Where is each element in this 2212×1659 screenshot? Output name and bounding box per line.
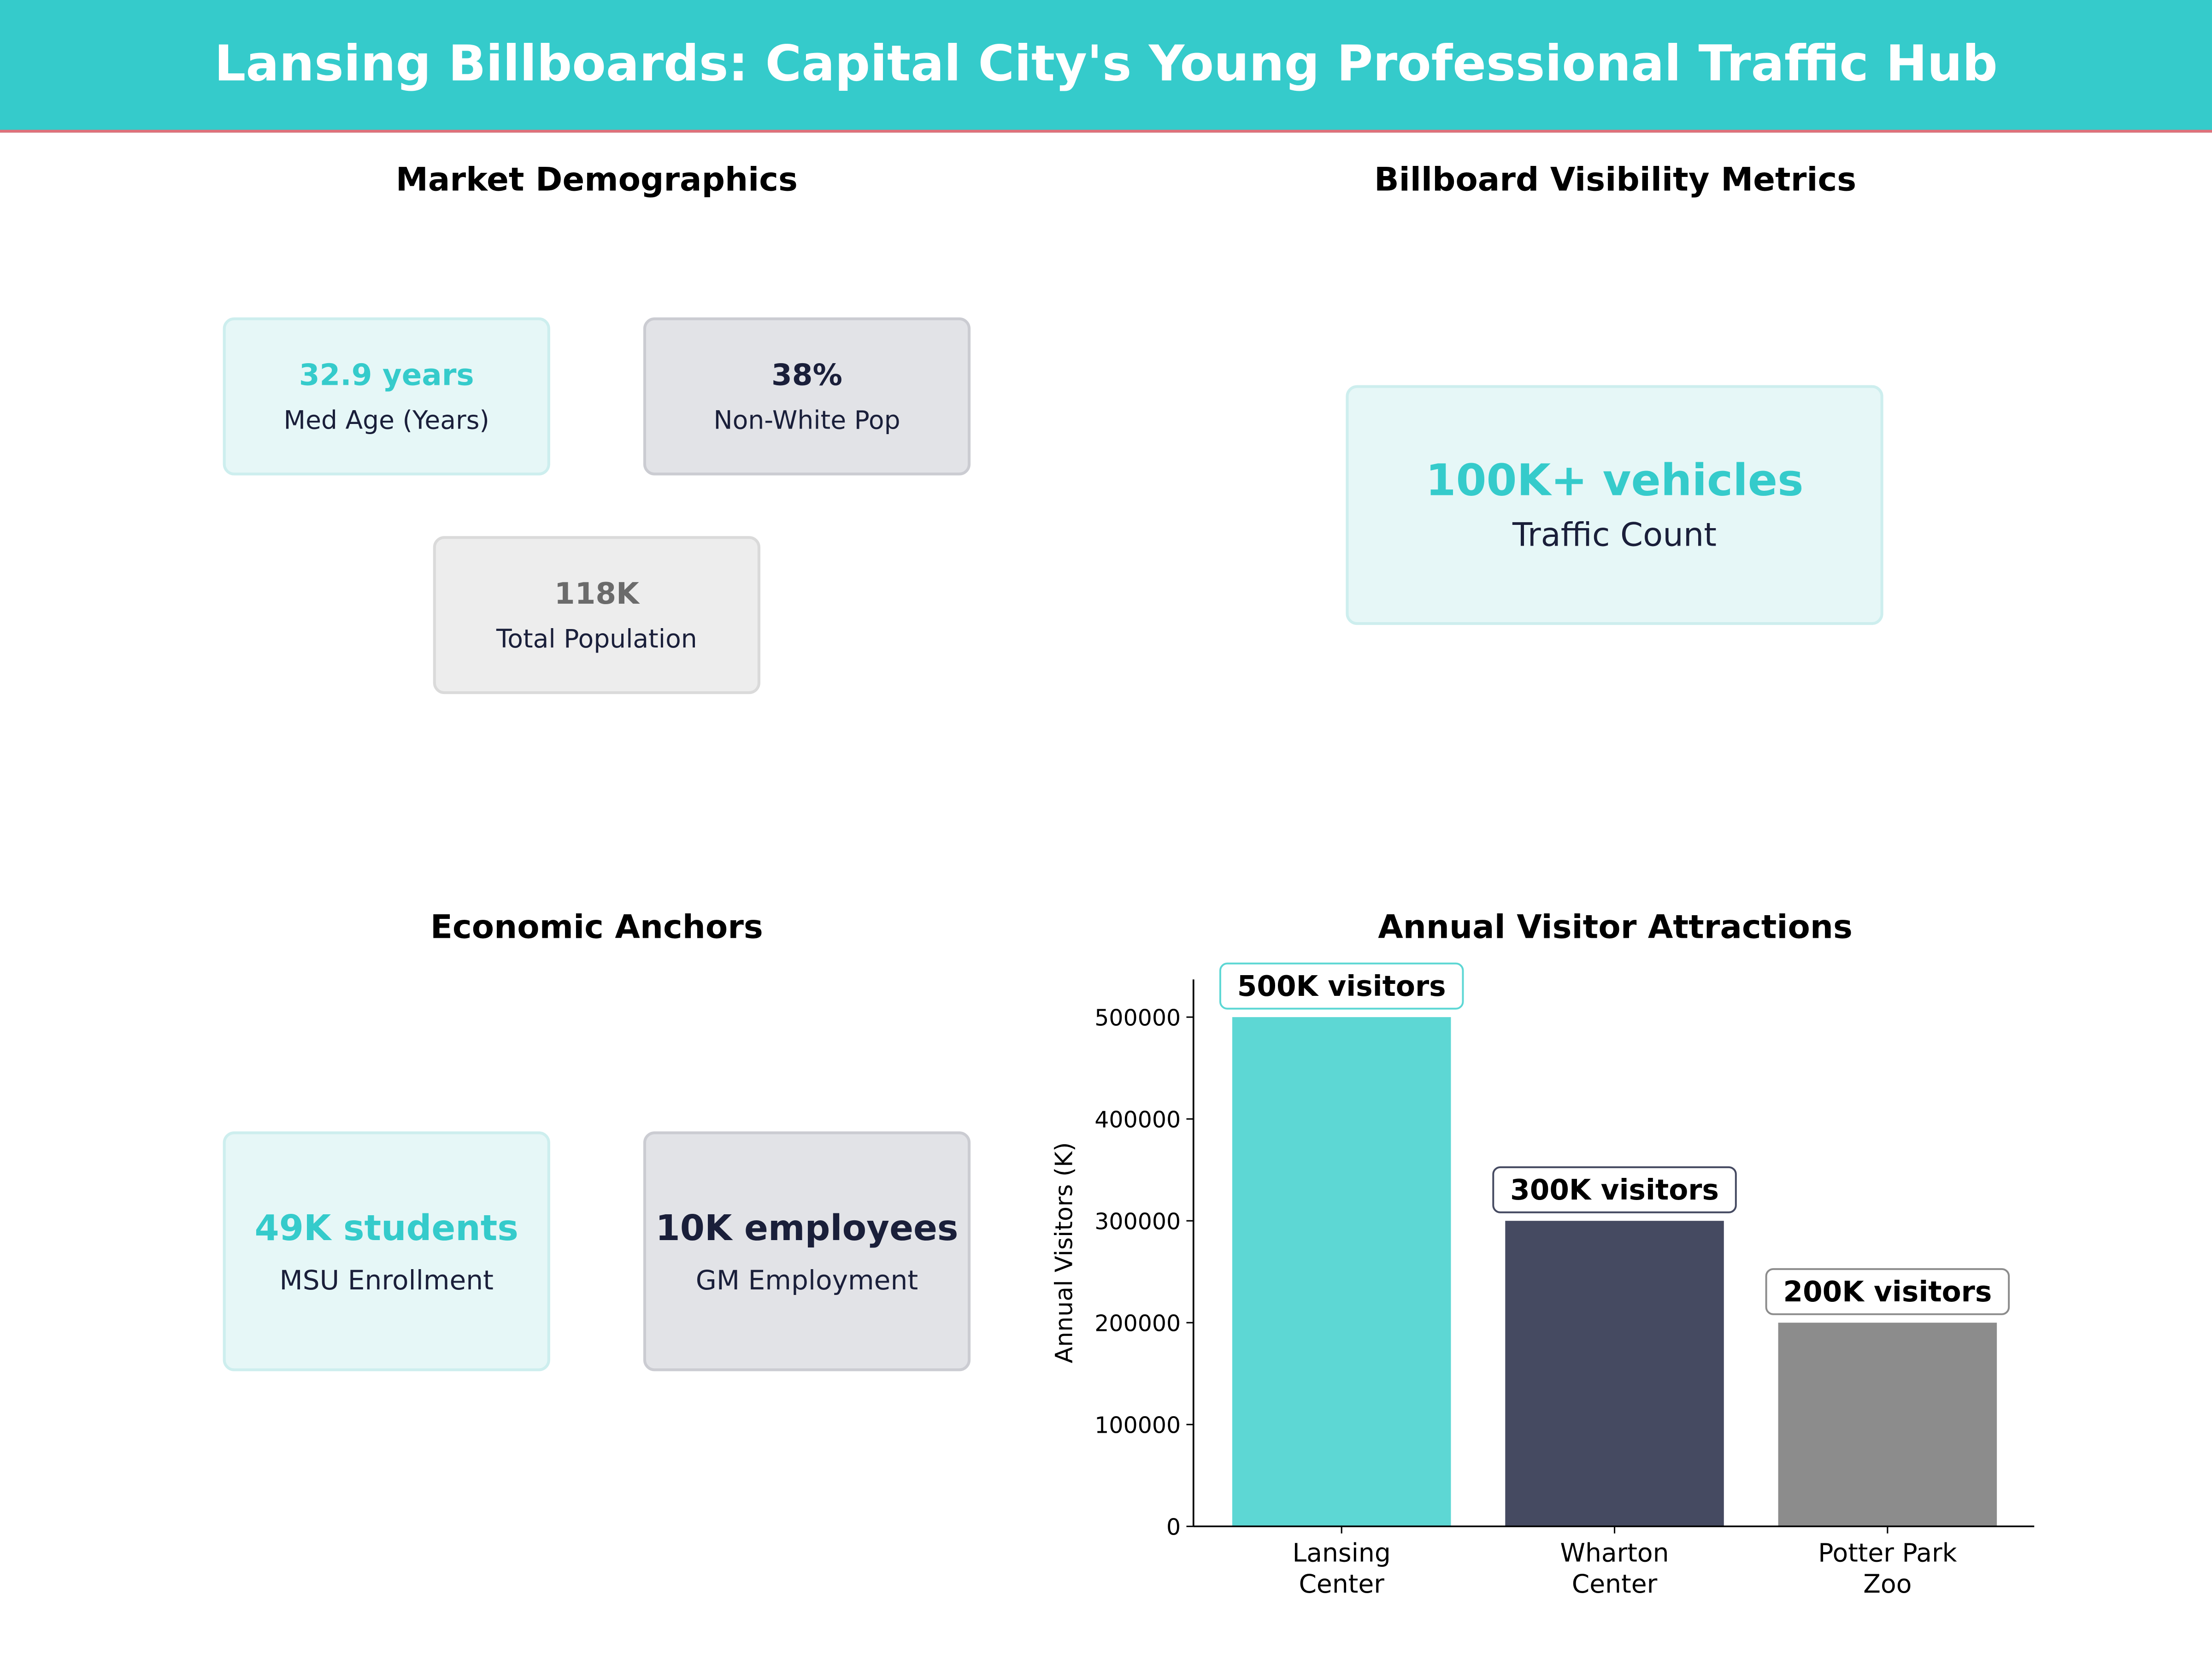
y-tick-label: 0: [1166, 1514, 1181, 1541]
card-value: 38%: [771, 358, 842, 392]
data-label: 300K visitors: [1510, 1174, 1719, 1206]
chart-title: Annual Visitor Attractions: [1378, 910, 1853, 947]
y-axis-label: Annual Visitors (K): [1051, 1142, 1078, 1363]
x-tick-label: Center: [1572, 1569, 1658, 1599]
y-tick-label: 400000: [1094, 1107, 1181, 1133]
median-age-card: 32.9 years Med Age (Years): [223, 317, 550, 476]
x-tick-label: Wharton: [1560, 1538, 1669, 1568]
y-tick-label: 100000: [1094, 1412, 1181, 1439]
card-label: Non-White Pop: [713, 406, 900, 435]
card-label: Total Population: [496, 624, 697, 654]
data-label-box: [1219, 962, 1464, 1010]
bar: [1505, 1221, 1724, 1527]
card-label: Med Age (Years): [283, 406, 489, 435]
gm-employment-card: 10K employees GM Employment: [643, 1131, 971, 1371]
demographics-title: Market Demographics: [395, 162, 798, 199]
y-tick-label: 500000: [1094, 1005, 1181, 1031]
bar: [1232, 1017, 1451, 1527]
card-value: 10K employees: [655, 1206, 959, 1248]
bar: [1778, 1323, 1997, 1527]
x-tick-label: Zoo: [1863, 1569, 1912, 1599]
card-value: 118K: [554, 576, 639, 610]
card-value: 32.9 years: [299, 358, 474, 392]
data-label: 200K visitors: [1783, 1276, 1992, 1308]
x-tick-label: Center: [1299, 1569, 1384, 1599]
data-label-box: [1492, 1166, 1737, 1213]
page-title: Lansing Billboards: Capital City's Young…: [214, 36, 1998, 94]
card-label: GM Employment: [695, 1265, 918, 1296]
total-population-card: 118K Total Population: [433, 536, 760, 694]
card-label: MSU Enrollment: [279, 1265, 494, 1296]
traffic-count-card: 100K+ vehicles Traffic Count: [1346, 385, 1883, 625]
economic-title: Economic Anchors: [430, 910, 763, 947]
data-label: 500K visitors: [1237, 970, 1446, 1003]
visibility-title: Billboard Visibility Metrics: [1374, 162, 1857, 199]
y-tick-label: 200000: [1094, 1311, 1181, 1337]
card-value: 100K+ vehicles: [1425, 455, 1804, 506]
header-banner: Lansing Billboards: Capital City's Young…: [0, 0, 2212, 133]
non-white-pop-card: 38% Non-White Pop: [643, 317, 971, 476]
y-tick-label: 300000: [1094, 1209, 1181, 1235]
msu-enrollment-card: 49K students MSU Enrollment: [223, 1131, 550, 1371]
data-label-box: [1765, 1268, 2010, 1315]
x-tick-label: Potter Park: [1818, 1538, 1957, 1568]
card-value: 49K students: [254, 1206, 518, 1248]
card-label: Traffic Count: [1512, 518, 1717, 555]
x-tick-label: Lansing: [1293, 1538, 1391, 1568]
